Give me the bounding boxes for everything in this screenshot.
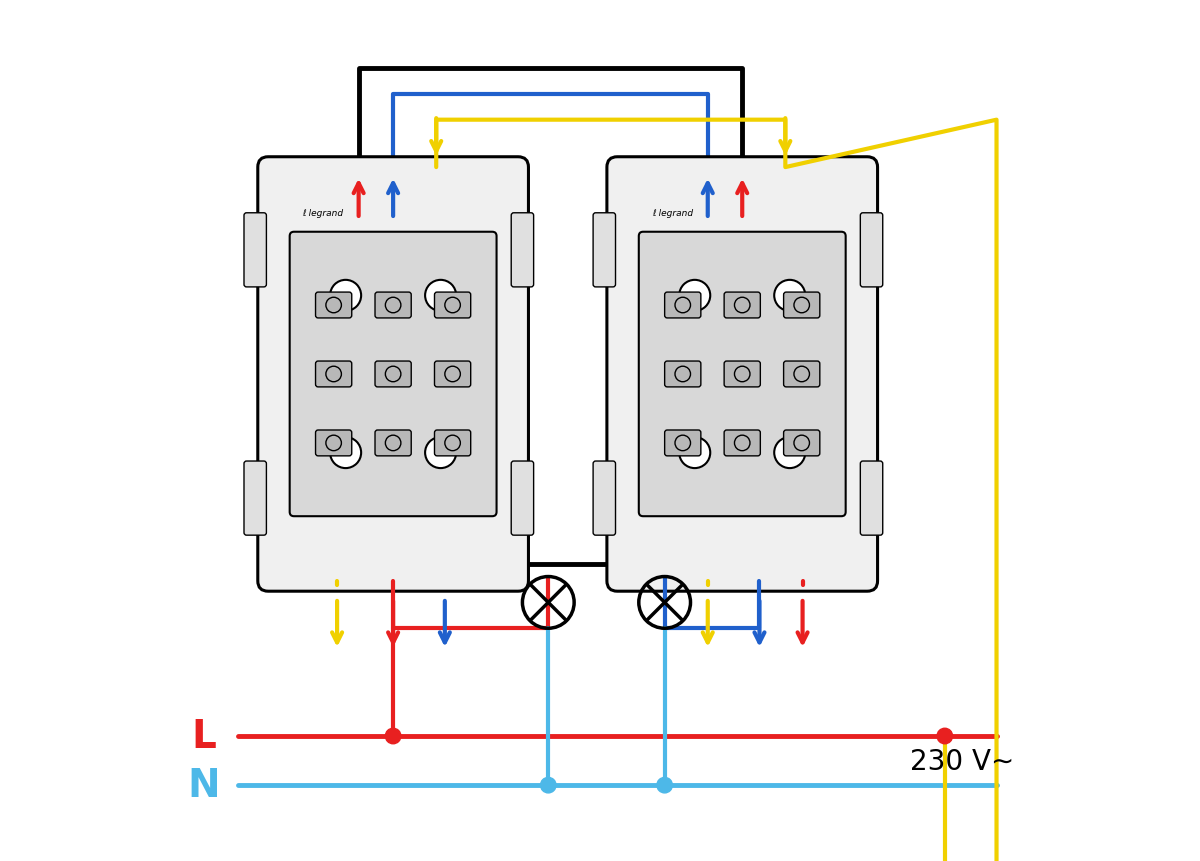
FancyBboxPatch shape bbox=[316, 430, 352, 456]
FancyBboxPatch shape bbox=[665, 362, 701, 387]
FancyBboxPatch shape bbox=[244, 214, 266, 288]
Circle shape bbox=[937, 728, 953, 744]
FancyBboxPatch shape bbox=[511, 214, 534, 288]
FancyBboxPatch shape bbox=[724, 362, 761, 387]
FancyBboxPatch shape bbox=[665, 430, 701, 456]
FancyBboxPatch shape bbox=[316, 293, 352, 319]
Text: L: L bbox=[191, 717, 216, 755]
FancyBboxPatch shape bbox=[376, 293, 412, 319]
Circle shape bbox=[385, 728, 401, 744]
FancyBboxPatch shape bbox=[638, 232, 846, 517]
FancyBboxPatch shape bbox=[784, 430, 820, 456]
FancyBboxPatch shape bbox=[434, 362, 470, 387]
Circle shape bbox=[774, 437, 805, 468]
Circle shape bbox=[425, 437, 456, 468]
FancyBboxPatch shape bbox=[511, 461, 534, 536]
FancyBboxPatch shape bbox=[434, 293, 470, 319]
FancyBboxPatch shape bbox=[724, 430, 761, 456]
FancyBboxPatch shape bbox=[434, 430, 470, 456]
Circle shape bbox=[679, 437, 710, 468]
FancyBboxPatch shape bbox=[860, 214, 883, 288]
FancyBboxPatch shape bbox=[593, 461, 616, 536]
FancyBboxPatch shape bbox=[316, 362, 352, 387]
FancyBboxPatch shape bbox=[258, 158, 528, 592]
FancyBboxPatch shape bbox=[665, 293, 701, 319]
FancyBboxPatch shape bbox=[376, 430, 412, 456]
FancyBboxPatch shape bbox=[724, 293, 761, 319]
Text: ℓ legrand: ℓ legrand bbox=[652, 208, 692, 217]
Circle shape bbox=[679, 281, 710, 312]
Text: ℓ legrand: ℓ legrand bbox=[302, 208, 343, 217]
FancyBboxPatch shape bbox=[784, 293, 820, 319]
FancyBboxPatch shape bbox=[376, 362, 412, 387]
Circle shape bbox=[656, 777, 672, 793]
FancyBboxPatch shape bbox=[860, 461, 883, 536]
Circle shape bbox=[330, 437, 361, 468]
Circle shape bbox=[540, 777, 556, 793]
Circle shape bbox=[774, 281, 805, 312]
FancyBboxPatch shape bbox=[244, 461, 266, 536]
FancyBboxPatch shape bbox=[784, 362, 820, 387]
Text: N: N bbox=[187, 766, 220, 804]
FancyBboxPatch shape bbox=[289, 232, 497, 517]
FancyBboxPatch shape bbox=[607, 158, 877, 592]
Circle shape bbox=[425, 281, 456, 312]
FancyBboxPatch shape bbox=[593, 214, 616, 288]
Text: 230 V∼: 230 V∼ bbox=[910, 746, 1014, 775]
Circle shape bbox=[330, 281, 361, 312]
